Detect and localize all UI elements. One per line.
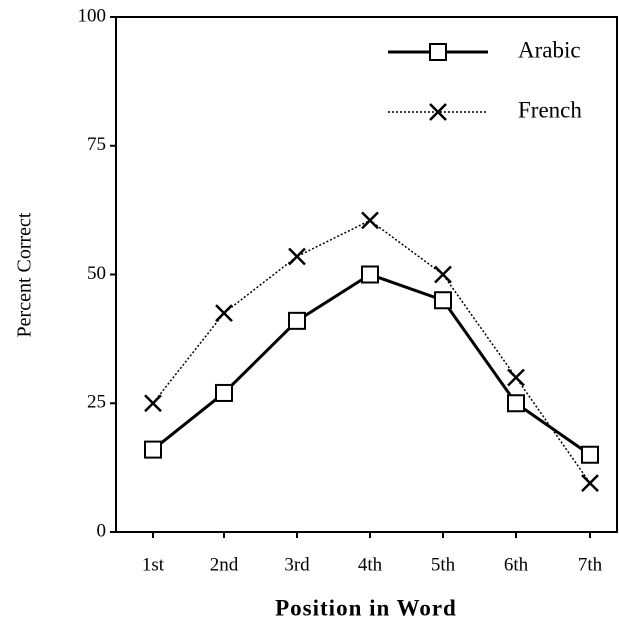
- x-tick-label: 2nd: [210, 554, 239, 575]
- y-tick-label: 25: [87, 392, 106, 413]
- data-point: [361, 211, 379, 230]
- legend-label: French: [518, 97, 582, 122]
- y-tick-label: 0: [97, 520, 107, 541]
- y-axis-label: Percent Correct: [14, 212, 36, 337]
- data-point: [581, 445, 599, 464]
- data-point: [361, 265, 379, 284]
- series-line: [152, 272, 591, 456]
- x-tick-label: 7th: [578, 554, 603, 575]
- x-tick-label: 3rd: [284, 554, 310, 575]
- data-point: [288, 311, 306, 330]
- x-axis-label: Position in Word: [275, 595, 457, 620]
- legend-label: Arabic: [518, 37, 581, 62]
- data-point: [434, 291, 452, 310]
- y-tick-label: 75: [87, 134, 106, 155]
- x-tick-label: 5th: [431, 554, 456, 575]
- data-point: [507, 368, 525, 387]
- data-point: [434, 265, 452, 284]
- data-point: [215, 304, 233, 323]
- data-point: [581, 474, 599, 492]
- x-tick-label: 1st: [142, 554, 165, 575]
- y-tick-label: 50: [87, 263, 106, 284]
- legend-marker: [429, 43, 447, 61]
- series-line: [152, 219, 591, 484]
- x-tick-label: 6th: [504, 554, 529, 575]
- data-point: [144, 394, 162, 413]
- legend-marker: [429, 103, 447, 121]
- data-point: [215, 383, 233, 402]
- data-point: [288, 247, 306, 266]
- x-tick-label: 4th: [358, 554, 383, 575]
- y-tick-label: 100: [78, 5, 107, 26]
- data-point: [507, 394, 525, 413]
- data-point: [144, 440, 162, 459]
